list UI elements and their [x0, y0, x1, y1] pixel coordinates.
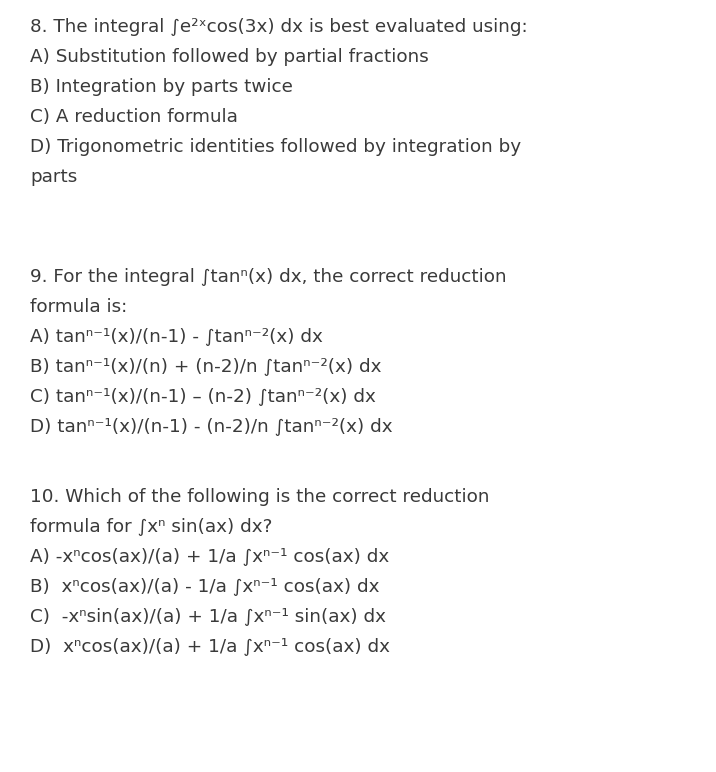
Text: D)  xⁿcos(ax)/(a) + 1/a ∫xⁿ⁻¹ cos(ax) dx: D) xⁿcos(ax)/(a) + 1/a ∫xⁿ⁻¹ cos(ax) dx: [30, 638, 390, 656]
Text: parts: parts: [30, 168, 77, 186]
Text: B)  xⁿcos(ax)/(a) - 1/a ∫xⁿ⁻¹ cos(ax) dx: B) xⁿcos(ax)/(a) - 1/a ∫xⁿ⁻¹ cos(ax) dx: [30, 578, 379, 596]
Text: C) tanⁿ⁻¹(x)/(n-1) – (n-2) ∫tanⁿ⁻²(x) dx: C) tanⁿ⁻¹(x)/(n-1) – (n-2) ∫tanⁿ⁻²(x) dx: [30, 388, 376, 406]
Text: formula is:: formula is:: [30, 298, 127, 316]
Text: C)  -xⁿsin(ax)/(a) + 1/a ∫xⁿ⁻¹ sin(ax) dx: C) -xⁿsin(ax)/(a) + 1/a ∫xⁿ⁻¹ sin(ax) dx: [30, 608, 386, 626]
Text: 10. Which of the following is the correct reduction: 10. Which of the following is the correc…: [30, 488, 490, 506]
Text: B) tanⁿ⁻¹(x)/(n) + (n-2)/n ∫tanⁿ⁻²(x) dx: B) tanⁿ⁻¹(x)/(n) + (n-2)/n ∫tanⁿ⁻²(x) dx: [30, 358, 382, 376]
Text: formula for ∫xⁿ sin(ax) dx?: formula for ∫xⁿ sin(ax) dx?: [30, 518, 272, 536]
Text: 9. For the integral ∫tanⁿ(x) dx, the correct reduction: 9. For the integral ∫tanⁿ(x) dx, the cor…: [30, 268, 507, 286]
Text: C) A reduction formula: C) A reduction formula: [30, 108, 238, 126]
Text: 8. The integral ∫e²ˣcos(3x) dx is best evaluated using:: 8. The integral ∫e²ˣcos(3x) dx is best e…: [30, 18, 528, 36]
Text: B) Integration by parts twice: B) Integration by parts twice: [30, 78, 293, 96]
Text: A) -xⁿcos(ax)/(a) + 1/a ∫xⁿ⁻¹ cos(ax) dx: A) -xⁿcos(ax)/(a) + 1/a ∫xⁿ⁻¹ cos(ax) dx: [30, 548, 390, 566]
Text: A) tanⁿ⁻¹(x)/(n-1) - ∫tanⁿ⁻²(x) dx: A) tanⁿ⁻¹(x)/(n-1) - ∫tanⁿ⁻²(x) dx: [30, 328, 323, 346]
Text: A) Substitution followed by partial fractions: A) Substitution followed by partial frac…: [30, 48, 429, 66]
Text: D) Trigonometric identities followed by integration by: D) Trigonometric identities followed by …: [30, 138, 521, 156]
Text: D) tanⁿ⁻¹(x)/(n-1) - (n-2)/n ∫tanⁿ⁻²(x) dx: D) tanⁿ⁻¹(x)/(n-1) - (n-2)/n ∫tanⁿ⁻²(x) …: [30, 418, 392, 436]
